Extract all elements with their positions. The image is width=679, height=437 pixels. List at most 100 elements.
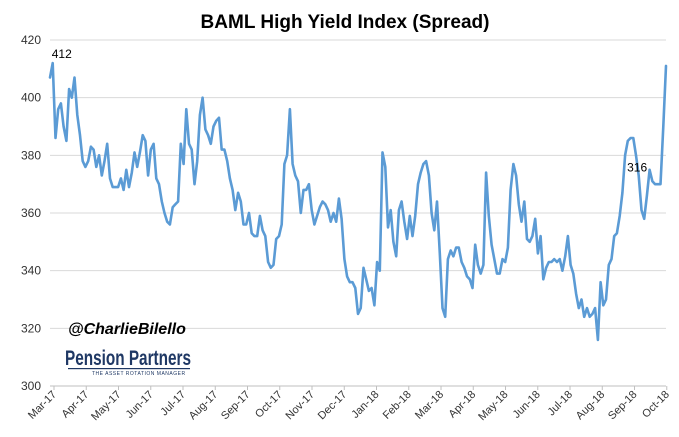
data-point xyxy=(559,258,561,260)
data-point xyxy=(578,307,580,309)
data-point xyxy=(346,275,348,277)
data-point xyxy=(286,154,288,156)
y-tick-label: 380 xyxy=(21,148,41,162)
data-point xyxy=(142,134,144,136)
data-point xyxy=(376,261,378,263)
data-point xyxy=(646,195,648,197)
data-point xyxy=(354,287,356,289)
data-point xyxy=(322,200,324,203)
data-point xyxy=(319,206,321,208)
data-point xyxy=(469,278,471,280)
data-point xyxy=(223,149,225,151)
data-point xyxy=(256,235,258,237)
y-tick-label: 400 xyxy=(21,91,41,105)
x-tick-label: Mar-18 xyxy=(413,389,446,422)
data-point xyxy=(496,273,498,275)
data-point xyxy=(73,76,76,79)
x-tick-label: Oct-18 xyxy=(640,389,672,421)
data-point xyxy=(504,261,506,263)
data-point xyxy=(422,163,424,165)
data-point xyxy=(537,252,539,254)
data-point xyxy=(439,252,441,254)
data-point xyxy=(351,281,354,283)
data-point xyxy=(570,264,572,266)
brand-tagline: THE ASSET ROTATION MANAGER xyxy=(92,371,186,377)
data-label: 412 xyxy=(52,47,72,61)
data-point xyxy=(163,212,166,214)
data-point xyxy=(550,261,553,263)
x-tick-label: Jul-17 xyxy=(158,389,188,419)
data-point xyxy=(240,200,242,203)
data-point xyxy=(477,264,479,266)
data-point xyxy=(591,313,594,315)
data-point xyxy=(632,137,634,139)
data-point xyxy=(602,304,604,306)
data-point xyxy=(589,316,591,318)
data-point xyxy=(150,149,152,151)
data-point xyxy=(57,108,59,110)
data-point xyxy=(523,200,525,203)
x-tick-label: Apr-18 xyxy=(447,389,479,421)
data-point xyxy=(624,154,626,156)
data-point xyxy=(638,174,640,177)
data-point xyxy=(125,169,127,171)
data-point xyxy=(212,125,215,128)
x-tick-label: Sep-17 xyxy=(219,389,253,423)
y-tick-label: 300 xyxy=(21,379,41,393)
data-point xyxy=(384,166,386,168)
data-point xyxy=(95,166,97,168)
data-point xyxy=(136,166,138,168)
data-point xyxy=(433,229,435,231)
data-point xyxy=(316,215,318,217)
data-point xyxy=(531,235,534,237)
x-tick-label: Jan-18 xyxy=(349,389,381,421)
data-point xyxy=(169,223,171,226)
data-point xyxy=(101,174,103,177)
chart-title: BAML High Yield Index (Spread) xyxy=(201,12,490,33)
data-point xyxy=(461,261,463,263)
data-point xyxy=(177,200,179,203)
x-tick-label: Jun-17 xyxy=(124,389,156,421)
data-point xyxy=(452,255,454,257)
data-point xyxy=(586,307,588,309)
data-point xyxy=(512,163,515,165)
data-point xyxy=(229,177,231,179)
data-point xyxy=(542,278,544,280)
data-point xyxy=(180,143,182,145)
twitter-handle: @CharlieBilello xyxy=(68,321,186,338)
data-point xyxy=(174,203,176,205)
data-point xyxy=(335,221,337,223)
y-axis-ticks: 300 320 340 360 380 400 420 xyxy=(21,33,41,393)
data-point xyxy=(482,264,484,266)
data-point xyxy=(436,200,438,203)
data-point xyxy=(196,160,198,162)
data-point xyxy=(120,177,122,179)
x-tick-label: Dec-17 xyxy=(316,389,350,423)
x-tick-label: Jul-18 xyxy=(545,389,575,419)
data-label: 316 xyxy=(627,160,647,174)
data-label: 411 xyxy=(667,0,679,3)
x-tick-label: Apr-17 xyxy=(60,389,92,421)
data-point xyxy=(501,258,504,260)
data-point xyxy=(665,65,667,67)
data-point xyxy=(341,218,343,220)
data-point xyxy=(616,232,618,234)
data-point xyxy=(204,128,206,130)
data-point xyxy=(357,313,359,315)
data-point xyxy=(54,137,57,139)
data-point xyxy=(123,189,125,191)
data-point xyxy=(518,203,520,205)
data-point xyxy=(68,88,70,90)
data-point xyxy=(117,186,119,188)
data-point xyxy=(545,267,547,269)
data-point xyxy=(643,218,645,220)
data-point xyxy=(270,267,272,269)
data-point xyxy=(191,149,193,151)
data-point xyxy=(147,174,149,177)
data-point xyxy=(155,177,157,179)
data-point xyxy=(308,183,310,185)
data-point xyxy=(49,76,51,79)
x-tick-label: Aug-17 xyxy=(187,389,221,423)
data-point xyxy=(580,298,583,301)
data-point xyxy=(515,174,517,177)
